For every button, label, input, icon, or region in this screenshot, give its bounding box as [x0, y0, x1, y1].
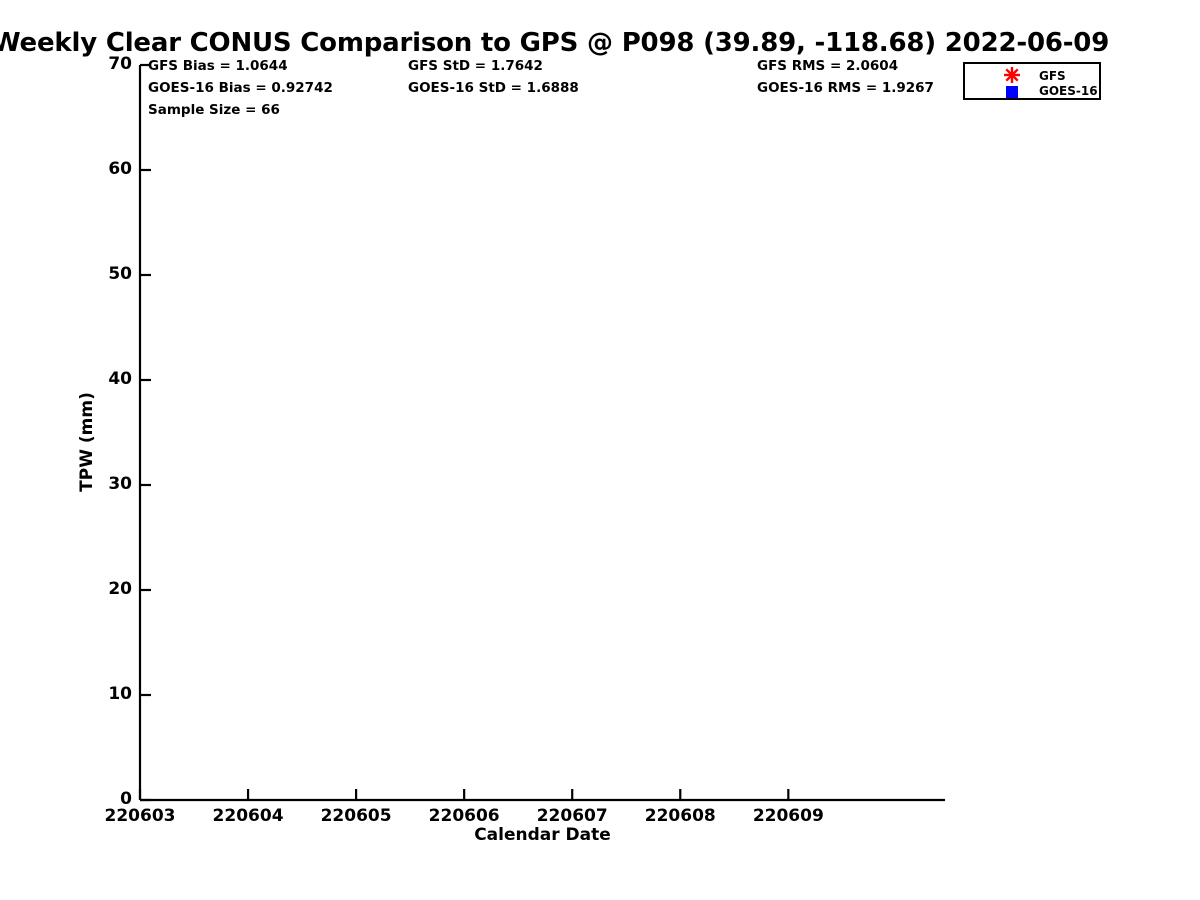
y-tick-label: 20	[108, 579, 132, 599]
y-tick-label: 30	[108, 474, 132, 494]
red-asterisk-icon	[1004, 67, 1020, 83]
y-tick-label: 0	[120, 789, 132, 809]
stat-gfs-bias: GFS Bias = 1.0644	[148, 58, 288, 74]
stat-gfs-std: GFS StD = 1.7642	[408, 58, 543, 74]
y-tick-label: 60	[108, 159, 132, 179]
stat-goes-std: GOES-16 StD = 1.6888	[408, 80, 579, 96]
x-axis-label: Calendar Date	[474, 825, 611, 845]
y-tick-label: 50	[108, 264, 132, 284]
stat-sample-size: Sample Size = 66	[148, 102, 280, 118]
x-tick-label: 220604	[212, 806, 284, 826]
chart-title: Weekly Clear CONUS Comparison to GPS @ P…	[0, 28, 1110, 58]
stat-gfs-rms: GFS RMS = 2.0604	[757, 58, 899, 74]
legend-label-gfs: GFS	[1039, 69, 1066, 83]
x-tick-label: 220603	[104, 806, 176, 826]
legend-box	[963, 62, 1101, 100]
legend-label-goes16: GOES-16	[1039, 84, 1098, 98]
y-tick-label: 70	[108, 54, 132, 74]
y-tick-label: 40	[108, 369, 132, 389]
blue-square-icon	[1006, 86, 1018, 98]
legend-marker-group	[1004, 67, 1020, 98]
x-tick-label: 220609	[752, 806, 824, 826]
x-tick-label: 220608	[644, 806, 716, 826]
stat-goes-rms: GOES-16 RMS = 1.9267	[757, 80, 934, 96]
x-tick-label: 220607	[536, 806, 608, 826]
y-tick-label: 10	[108, 684, 132, 704]
x-tick-label: 220605	[320, 806, 392, 826]
x-tick-label: 220606	[428, 806, 500, 826]
stat-goes-bias: GOES-16 Bias = 0.92742	[148, 80, 333, 96]
